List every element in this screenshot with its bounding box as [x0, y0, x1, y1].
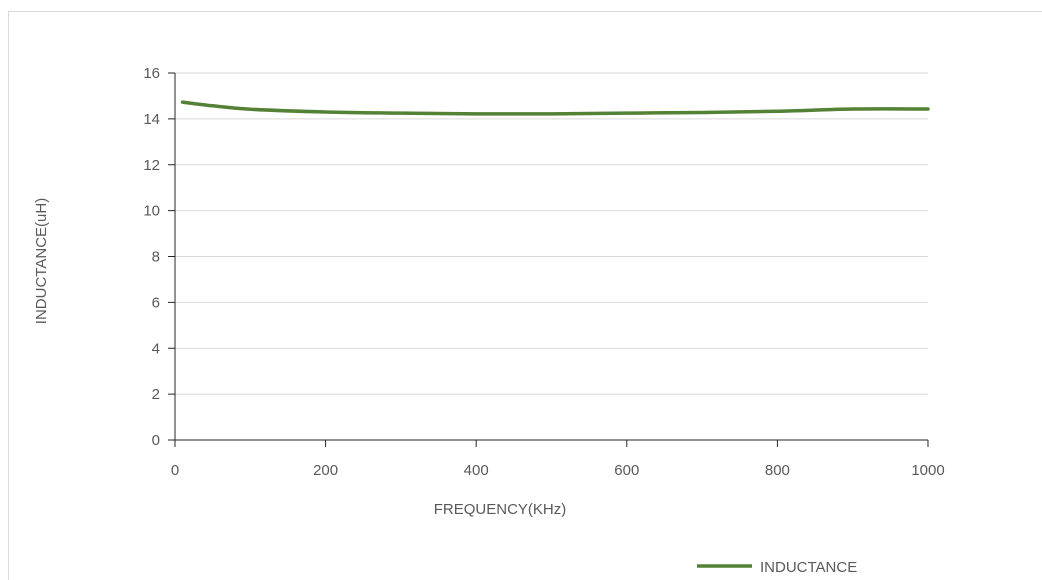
data-point-600	[625, 112, 628, 115]
grid-lines	[175, 72, 928, 395]
tick-labels: 0 2 4 6 8 10 12 14 16 0 200 400 600 800 1000	[143, 65, 944, 479]
data-point-400	[475, 112, 478, 115]
legend: INDUCTANCE	[697, 559, 857, 576]
data-point-500	[550, 112, 553, 115]
data-point-1000	[927, 108, 930, 111]
y-tick-label-0: 0	[152, 432, 160, 449]
series-line-inductance	[180, 100, 930, 116]
x-tick-label-600: 600	[614, 462, 639, 479]
data-point-700	[701, 111, 704, 114]
y-tick-label-8: 8	[152, 249, 160, 266]
data-point-200	[324, 110, 327, 113]
x-tick-label-400: 400	[464, 462, 489, 479]
x-tick-label-200: 200	[313, 462, 338, 479]
legend-label: INDUCTANCE	[760, 559, 857, 576]
data-point-10	[181, 101, 184, 104]
y-tick-label-14: 14	[143, 111, 160, 128]
x-axis-title: FREQUENCY(KHz)	[434, 501, 567, 518]
x-tick-label-0: 0	[171, 462, 179, 479]
chart-frame	[8, 11, 1042, 580]
axes	[168, 72, 929, 447]
y-tick-label-10: 10	[143, 203, 160, 220]
y-tick-label-4: 4	[152, 340, 160, 357]
data-point-100	[249, 108, 252, 111]
x-tick-label-1000: 1000	[911, 462, 944, 479]
series-layer	[180, 100, 930, 116]
data-point-50	[211, 104, 214, 107]
y-axis-title: INDUCTANCE(uH)	[33, 198, 50, 324]
y-tick-label-6: 6	[152, 294, 160, 311]
data-point-900	[851, 108, 854, 111]
data-point-800	[776, 110, 779, 113]
y-tick-label-12: 12	[143, 157, 160, 174]
y-tick-label-16: 16	[143, 65, 160, 82]
y-tick-label-2: 2	[152, 386, 160, 403]
x-tick-label-800: 800	[765, 462, 790, 479]
data-point-300	[399, 112, 402, 115]
